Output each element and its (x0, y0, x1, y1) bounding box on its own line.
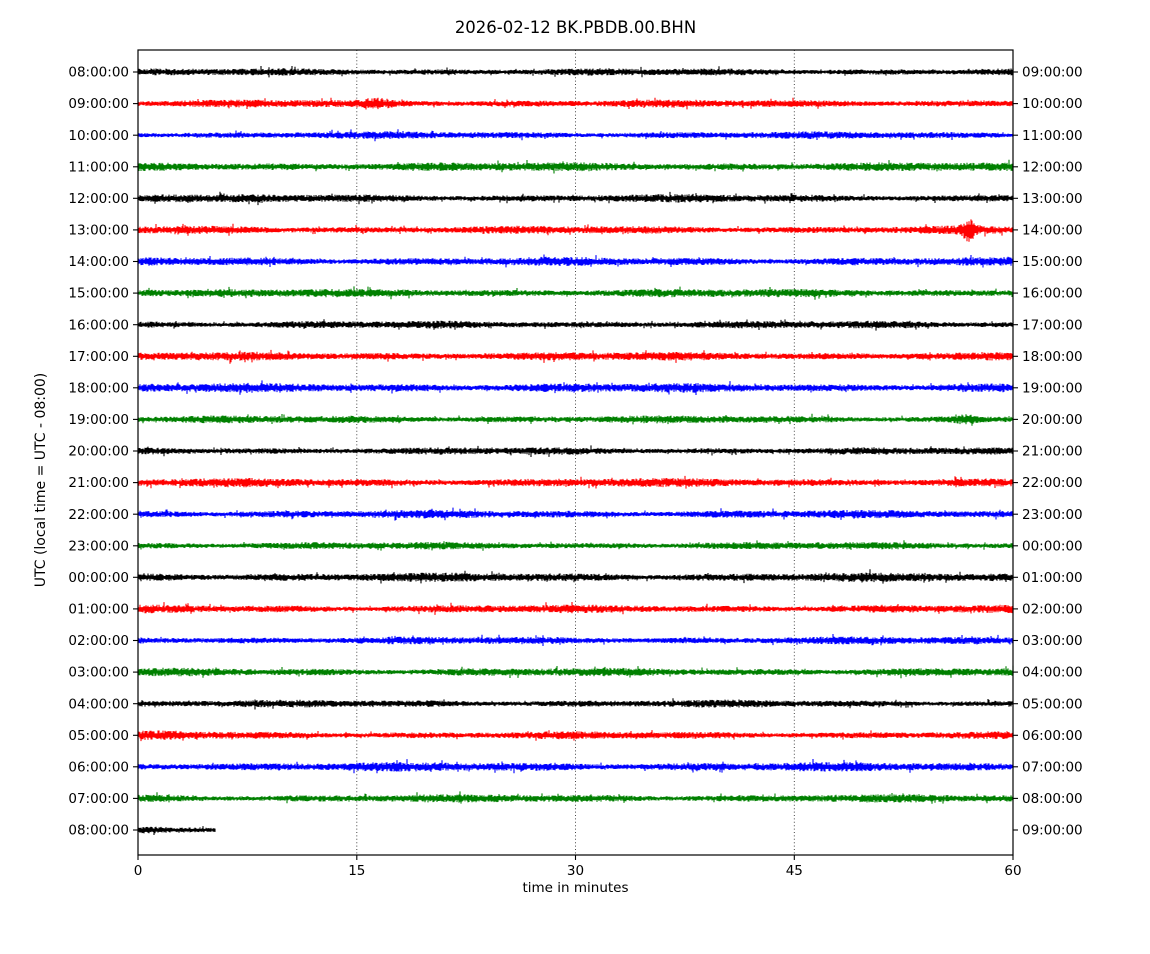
y-tick-label-right: 19:00:00 (1022, 380, 1083, 396)
y-tick-label-right: 21:00:00 (1022, 444, 1083, 460)
y-tick-label-right: 08:00:00 (1022, 791, 1083, 807)
plot-title: 2026-02-12 BK.PBDB.00.BHN (455, 18, 696, 37)
y-tick-label-right: 04:00:00 (1022, 665, 1083, 681)
y-tick-label-left: 19:00:00 (68, 412, 129, 428)
trace-row (137, 540, 1014, 551)
y-tick-label-right: 20:00:00 (1022, 412, 1083, 428)
y-tick-label-left: 00:00:00 (68, 570, 129, 586)
y-tick-label-right: 07:00:00 (1022, 759, 1083, 775)
tick-label-layer: 0 15 30 45 60 08:00:00 09:00:00 09:00:00 10:00:0… (68, 65, 1082, 879)
y-tick-label-left: 12:00:00 (68, 191, 129, 207)
y-tick-label-right: 09:00:00 (1022, 823, 1083, 839)
trace-row (137, 826, 216, 835)
plot-border (137, 49, 1014, 856)
y-tick-label-right: 17:00:00 (1022, 317, 1083, 333)
y-tick-label-right: 22:00:00 (1022, 475, 1083, 491)
trace-row (137, 413, 1014, 426)
y-tick-label-left: 08:00:00 (68, 823, 129, 839)
y-tick-label-left: 23:00:00 (68, 538, 129, 554)
trace-row (137, 97, 1014, 110)
y-tick-label-left: 05:00:00 (68, 728, 129, 744)
y-tick-label-left: 03:00:00 (68, 665, 129, 681)
y-tick-label-left: 18:00:00 (68, 380, 129, 396)
y-tick-label-left: 04:00:00 (68, 696, 129, 712)
y-tick-label-right: 05:00:00 (1022, 696, 1083, 712)
x-tick-label: 0 (134, 863, 143, 879)
y-tick-label-left: 11:00:00 (68, 159, 129, 175)
y-tick-label-right: 11:00:00 (1022, 128, 1083, 144)
trace-row (137, 569, 1014, 584)
y-tick-label-left: 14:00:00 (68, 254, 129, 270)
y-tick-label-left: 21:00:00 (68, 475, 129, 491)
trace-row (137, 219, 1014, 242)
trace-layer (137, 66, 1014, 835)
y-tick-label-left: 17:00:00 (68, 349, 129, 365)
y-tick-label-left: 08:00:00 (68, 65, 129, 81)
y-tick-label-right: 18:00:00 (1022, 349, 1083, 365)
tick-layer (133, 71, 1018, 860)
trace-row (137, 159, 1014, 174)
trace-row (137, 349, 1014, 364)
y-tick-label-right: 00:00:00 (1022, 538, 1083, 554)
y-tick-label-right: 15:00:00 (1022, 254, 1083, 270)
y-tick-label-left: 16:00:00 (68, 317, 129, 333)
x-tick-label: 30 (567, 863, 584, 879)
y-tick-label-right: 12:00:00 (1022, 159, 1083, 175)
y-tick-label-left: 06:00:00 (68, 759, 129, 775)
y-tick-label-left: 07:00:00 (68, 791, 129, 807)
trace-row (137, 730, 1014, 742)
y-tick-label-right: 14:00:00 (1022, 223, 1083, 239)
y-tick-label-left: 22:00:00 (68, 507, 129, 523)
trace-row (137, 380, 1014, 395)
y-tick-label-right: 13:00:00 (1022, 191, 1083, 207)
y-tick-label-left: 09:00:00 (68, 96, 129, 112)
x-axis-label: time in minutes (522, 880, 628, 896)
x-tick-label: 45 (786, 863, 803, 879)
y-tick-label-left: 15:00:00 (68, 286, 129, 302)
y-tick-label-right: 06:00:00 (1022, 728, 1083, 744)
y-tick-label-left: 10:00:00 (68, 128, 129, 144)
y-tick-label-left: 20:00:00 (68, 444, 129, 460)
y-tick-label-right: 01:00:00 (1022, 570, 1083, 586)
y-tick-label-right: 09:00:00 (1022, 65, 1083, 81)
y-axis-label: UTC (local time = UTC - 08:00) (33, 373, 49, 588)
y-tick-label-left: 13:00:00 (68, 223, 129, 239)
y-tick-label-right: 16:00:00 (1022, 286, 1083, 302)
trace-row (137, 254, 1014, 268)
y-tick-label-left: 01:00:00 (68, 602, 129, 618)
y-tick-label-left: 02:00:00 (68, 633, 129, 649)
trace-row (137, 475, 1014, 489)
y-tick-label-right: 23:00:00 (1022, 507, 1083, 523)
y-tick-label-right: 02:00:00 (1022, 602, 1083, 618)
y-tick-label-right: 10:00:00 (1022, 96, 1083, 112)
x-tick-label: 15 (348, 863, 365, 879)
x-tick-label: 60 (1004, 863, 1021, 879)
trace-row (137, 602, 1014, 615)
y-tick-label-right: 03:00:00 (1022, 633, 1083, 649)
